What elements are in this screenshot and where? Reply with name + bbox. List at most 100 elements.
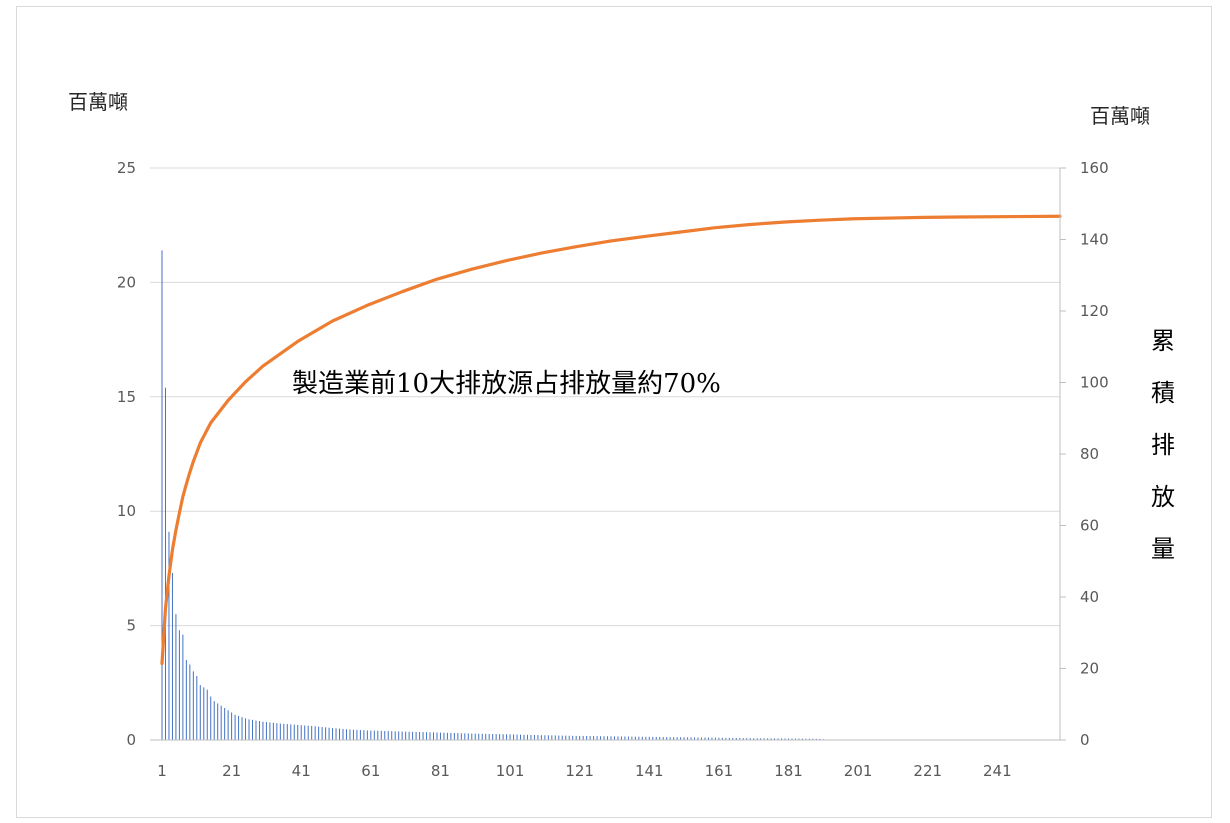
bar <box>509 734 511 740</box>
bar <box>311 726 313 740</box>
bar <box>533 735 535 740</box>
bar <box>258 721 260 740</box>
gridlines <box>150 167 1060 627</box>
bar <box>798 738 800 740</box>
x-tick-label: 141 <box>635 762 664 780</box>
bar <box>398 731 400 740</box>
bar <box>638 736 640 740</box>
bar <box>746 738 748 740</box>
bar <box>593 736 595 740</box>
bar <box>297 724 299 740</box>
bar <box>178 630 180 740</box>
bar <box>728 737 730 740</box>
bar <box>662 737 664 740</box>
bar <box>488 733 490 740</box>
bar <box>332 728 334 740</box>
bar <box>446 732 448 740</box>
bar <box>231 712 233 740</box>
bar <box>471 733 473 740</box>
bar <box>784 738 786 740</box>
bar <box>318 726 320 740</box>
bar <box>683 737 685 740</box>
bar <box>189 664 191 740</box>
x-tick-label: 81 <box>431 762 450 780</box>
bar <box>460 733 462 740</box>
bar <box>248 719 250 740</box>
bar <box>168 531 170 740</box>
bar <box>290 724 292 740</box>
bar <box>544 735 546 740</box>
bar <box>791 738 793 740</box>
bar <box>238 715 240 740</box>
bar <box>307 725 309 740</box>
bar <box>721 737 723 740</box>
bar <box>735 737 737 740</box>
bar <box>269 722 271 740</box>
bar <box>401 731 403 740</box>
bar <box>624 736 626 740</box>
bar <box>217 703 219 740</box>
x-tick-label: 101 <box>496 762 525 780</box>
x-tick-label: 121 <box>565 762 594 780</box>
bar <box>276 723 278 740</box>
bar <box>366 730 368 740</box>
bar <box>203 687 205 740</box>
bar <box>568 735 570 740</box>
bar <box>213 701 215 740</box>
bar <box>516 734 518 740</box>
bar <box>819 738 821 740</box>
bar <box>412 731 414 740</box>
bar <box>620 736 622 740</box>
right-tick-label: 120 <box>1080 302 1109 320</box>
bar <box>718 737 720 740</box>
bar <box>391 731 393 740</box>
bar <box>770 738 772 740</box>
bar <box>701 737 702 740</box>
bar <box>575 735 577 740</box>
bar <box>363 730 365 740</box>
bar <box>774 738 776 740</box>
bar <box>206 689 208 740</box>
bar <box>812 738 814 740</box>
bar <box>300 725 302 740</box>
bar <box>321 727 323 740</box>
bar <box>673 737 675 740</box>
bar <box>199 685 201 740</box>
bar-series <box>161 250 828 740</box>
bar <box>370 730 372 740</box>
left-tick-label: 15 <box>117 388 136 406</box>
annotation-text: 製造業前10大排放源占排放量約70% <box>292 369 721 399</box>
bar <box>450 732 452 740</box>
bar <box>164 387 166 740</box>
bar <box>613 736 615 740</box>
bar <box>763 738 765 740</box>
right-axis-ticks: 0 20 40 60 80 100 120 140 160 <box>1060 159 1109 749</box>
bar <box>227 710 229 740</box>
left-tick-label: 5 <box>126 617 136 635</box>
right-tick-label: 140 <box>1080 231 1109 249</box>
bar <box>760 738 762 740</box>
bar <box>467 733 469 740</box>
bar <box>419 731 421 740</box>
bar <box>314 726 316 740</box>
right-axis-label-char: 放 <box>1151 483 1175 511</box>
bar <box>426 732 428 740</box>
right-tick-label: 100 <box>1080 374 1109 392</box>
left-tick-label: 0 <box>126 731 136 749</box>
bar <box>245 718 247 740</box>
bar <box>405 731 407 740</box>
bar <box>694 737 696 740</box>
bar <box>352 729 354 740</box>
bar <box>286 724 288 740</box>
bar <box>457 733 459 740</box>
x-tick-label: 181 <box>774 762 803 780</box>
bar <box>607 736 609 740</box>
bar <box>513 734 515 740</box>
bar <box>652 736 654 740</box>
bar <box>328 727 330 740</box>
bar <box>359 730 361 740</box>
bar <box>690 737 692 740</box>
bar <box>432 732 434 740</box>
